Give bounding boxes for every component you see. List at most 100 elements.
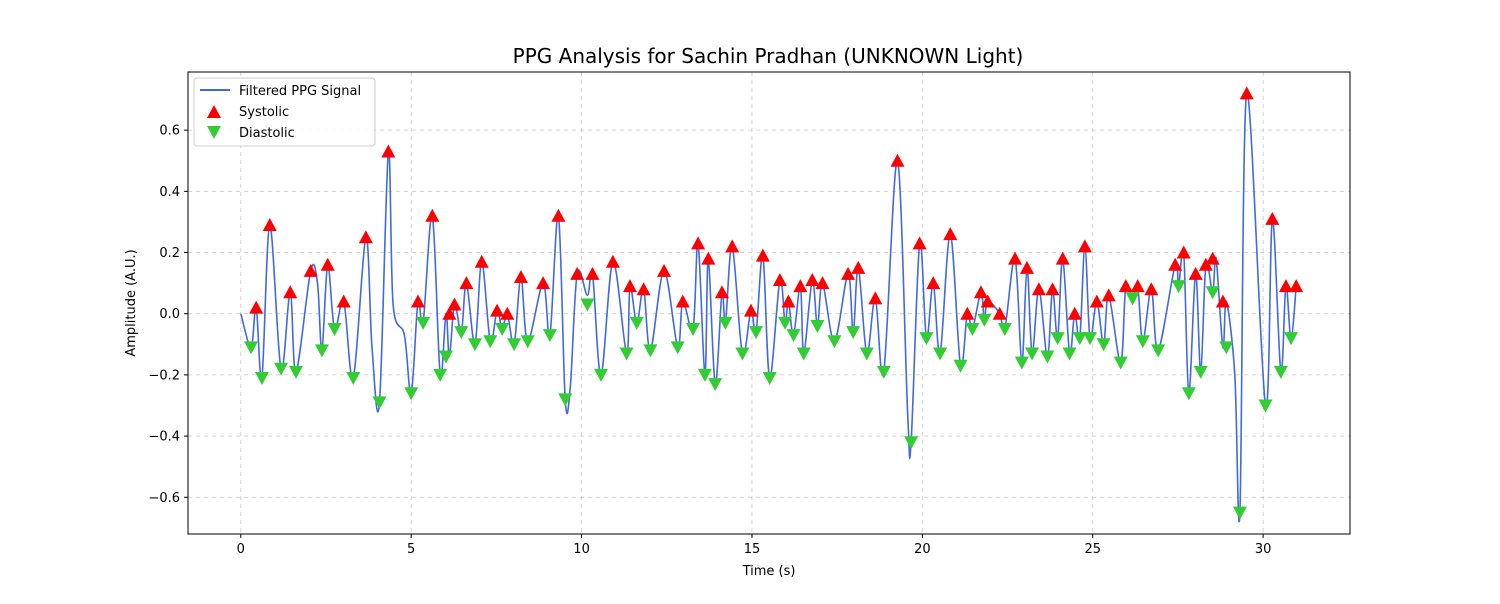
diastolic-marker — [619, 347, 634, 361]
systolic-marker — [755, 248, 770, 262]
legend-label-signal: Filtered PPG Signal — [239, 84, 361, 99]
diastolic-marker — [977, 313, 992, 327]
systolic-marker — [490, 303, 505, 317]
diastolic-marker — [686, 323, 701, 337]
diastolic-marker — [1113, 356, 1128, 370]
diastolic-marker — [876, 365, 891, 379]
diastolic-marker — [346, 371, 361, 385]
diastolic-marker — [1232, 506, 1247, 520]
diastolic-marker — [594, 368, 609, 382]
diastolic-marker — [1205, 286, 1220, 300]
systolic-marker — [1031, 282, 1046, 296]
systolic-marker — [303, 263, 318, 277]
systolic-marker — [283, 285, 298, 299]
diastolic-marker — [327, 323, 342, 337]
diastolic-marker — [438, 350, 453, 364]
chart-title: PPG Analysis for Sachin Pradhan (UNKNOWN… — [513, 44, 1024, 68]
systolic-marker — [890, 153, 905, 167]
systolic-marker — [1289, 279, 1304, 293]
x-tick-label: 5 — [407, 542, 415, 557]
diastolic-marker — [1072, 332, 1087, 346]
diastolic-marker — [827, 335, 842, 349]
systolic-marker — [381, 144, 396, 158]
diastolic-marker — [244, 341, 259, 355]
diastolic-marker — [507, 338, 522, 352]
systolic-marker — [249, 300, 264, 314]
systolic-marker — [657, 263, 672, 277]
systolic-marker — [943, 227, 958, 241]
diastolic-marker — [997, 323, 1012, 337]
y-tick-label: −0.4 — [148, 430, 180, 445]
grid-layer — [188, 72, 1350, 534]
diastolic-marker — [810, 319, 825, 333]
systolic-marker — [675, 294, 690, 308]
diastolic-marker — [1258, 399, 1273, 413]
diastolic-marker — [542, 329, 557, 343]
systolic-marker — [513, 269, 528, 283]
diastolic-marker — [708, 378, 723, 392]
systolic-marker — [926, 276, 941, 290]
diastolic-marker — [643, 344, 658, 358]
diastolic-marker — [786, 329, 801, 343]
diastolic-marker — [1273, 365, 1288, 379]
diastolic-marker — [495, 323, 510, 337]
systolic-marker — [551, 208, 566, 222]
systolic-marker — [411, 294, 426, 308]
diastolic-marker — [1125, 292, 1140, 306]
diastolic-marker — [580, 298, 595, 312]
diastolic-marker — [1014, 356, 1029, 370]
y-tick-label: −0.6 — [148, 491, 180, 506]
systolic-marker — [1265, 211, 1280, 225]
diastolic-marker — [1040, 350, 1055, 364]
systolic-marker — [262, 217, 277, 231]
systolic-marker — [442, 306, 457, 320]
data-layer — [240, 86, 1304, 523]
systolic-marker — [459, 276, 474, 290]
plot-frame — [187, 71, 1351, 535]
legend-systolic-swatch — [207, 105, 221, 118]
systolic-marker — [1077, 239, 1092, 253]
diastolic-marker — [1135, 335, 1150, 349]
diastolic-marker — [629, 316, 644, 330]
diastolic-marker — [467, 338, 482, 352]
systolic-marker — [1278, 279, 1293, 293]
systolic-marker — [743, 303, 758, 317]
diastolic-marker — [404, 387, 419, 401]
systolic-marker — [336, 294, 351, 308]
systolic-marker — [1045, 282, 1060, 296]
diastolic-marker — [953, 359, 968, 373]
diastolic-marker — [254, 371, 269, 385]
systolic-marker — [1176, 245, 1191, 259]
diastolic-marker — [1219, 341, 1234, 355]
diastolic-marker — [697, 368, 712, 382]
systolic-marker — [570, 266, 585, 280]
x-tick-label: 30 — [1255, 542, 1272, 557]
legend-box — [193, 77, 376, 147]
diastolic-marker — [904, 436, 919, 450]
diastolic-marker — [433, 368, 448, 382]
diastolic-marker — [735, 347, 750, 361]
systolic-marker — [636, 282, 651, 296]
diastolic-marker — [1096, 338, 1111, 352]
systolic-marker — [714, 285, 729, 299]
diastolic-marker — [314, 344, 329, 358]
diastolic-marker — [372, 396, 387, 410]
y-tick-label: 0.6 — [159, 124, 180, 139]
y-tick-label: 0.2 — [159, 246, 180, 261]
systolic-marker — [1239, 86, 1254, 100]
y-axis-label: Amplitude (A.U.) — [124, 249, 139, 356]
systolic-marker — [1168, 257, 1183, 271]
diastolic-marker — [846, 326, 861, 340]
systolic-marker — [725, 239, 740, 253]
diastolic-marker — [859, 347, 874, 361]
diastolic-marker — [1062, 347, 1077, 361]
systolic-marker — [868, 291, 883, 305]
diastolic-marker — [520, 335, 535, 349]
y-tick-label: 0.0 — [159, 307, 180, 322]
systolic-marker — [912, 236, 927, 250]
diastolic-marker — [1025, 347, 1040, 361]
diastolic-marker — [1181, 387, 1196, 401]
diastolic-marker — [718, 316, 733, 330]
systolic-marker — [1188, 266, 1203, 280]
